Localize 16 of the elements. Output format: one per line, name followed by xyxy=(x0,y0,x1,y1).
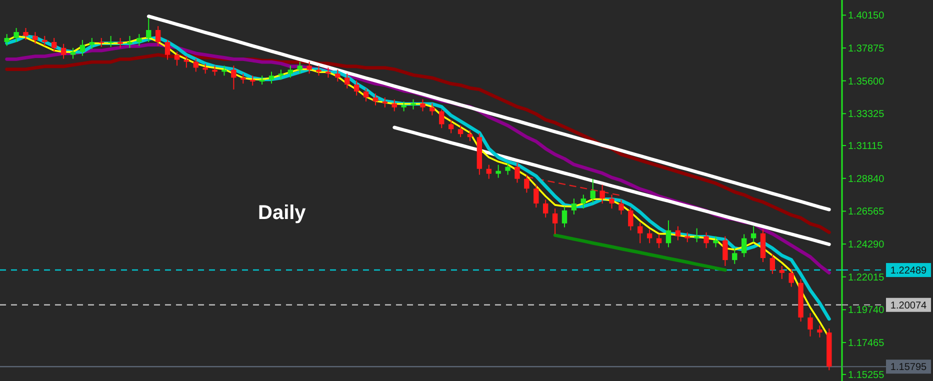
y-tick-label: 1.40150 xyxy=(848,10,885,22)
y-tick-label: 1.24290 xyxy=(848,240,885,251)
ref-line-label: 1.15795 xyxy=(890,362,928,374)
y-tick-label: 1.31115 xyxy=(848,141,884,152)
y-tick-label: 1.33325 xyxy=(848,109,885,120)
y-tick-label: 1.28840 xyxy=(848,174,885,185)
y-tick-label: 1.17465 xyxy=(848,338,885,350)
y-tick-label: 1.35600 xyxy=(848,76,885,88)
y-tick-label: 1.26565 xyxy=(848,206,885,218)
y-tick-label: 1.37875 xyxy=(848,43,885,54)
y-tick-label: 1.19740 xyxy=(848,305,885,316)
y-tick-label: 1.22015 xyxy=(848,272,885,284)
ref-line-label: 1.22489 xyxy=(890,266,928,277)
ref-line-label: 1.20074 xyxy=(890,300,928,312)
text: Daily xyxy=(258,202,307,224)
y-tick-label: 1.15255 xyxy=(848,370,885,381)
